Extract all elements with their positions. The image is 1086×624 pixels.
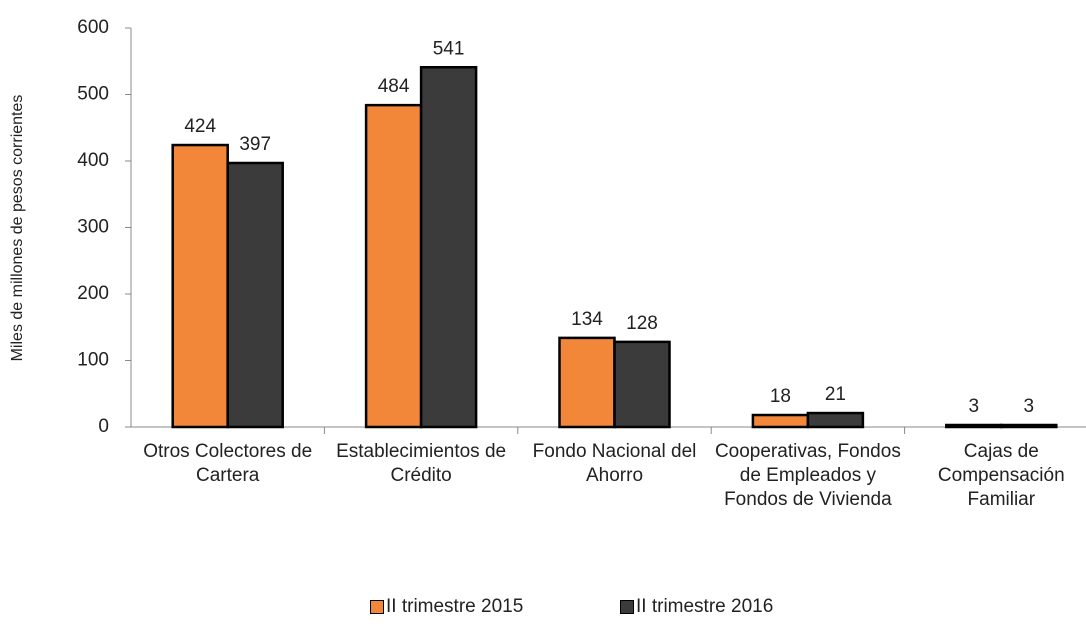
bar (226, 161, 284, 429)
bar (419, 65, 478, 429)
data-label: 397 (239, 134, 271, 155)
legend-item: II trimestre 2015 (370, 596, 523, 618)
y-tick-label: 0 (98, 416, 109, 437)
data-label: 424 (184, 116, 216, 137)
bar (1000, 423, 1058, 429)
bar (171, 143, 229, 429)
data-label: 128 (626, 313, 658, 334)
data-label: 484 (378, 76, 410, 97)
legend-swatch (370, 600, 384, 614)
y-tick-label: 300 (77, 217, 109, 238)
y-tick-label: 500 (77, 84, 109, 105)
bar (945, 423, 1003, 429)
bar (806, 411, 865, 429)
bar (751, 413, 810, 429)
x-tick-label: Cooperativas, Fondos de Empleados y Fond… (714, 441, 901, 510)
data-label: 21 (825, 384, 846, 405)
y-tick-label: 600 (77, 17, 109, 38)
y-tick-label: 400 (77, 150, 109, 171)
bar (364, 103, 423, 429)
x-tick-label: Otros Colectores de Cartera (143, 441, 313, 486)
x-tick-label: Fondo Nacional del Ahorro (532, 441, 697, 486)
y-tick-label: 200 (77, 283, 109, 304)
x-tick-label: Cajas de Compensación Familiar (937, 441, 1065, 510)
bar (613, 340, 671, 429)
data-label: 18 (770, 386, 791, 407)
legend-label: II trimestre 2015 (386, 596, 524, 617)
y-tick-label: 100 (77, 350, 109, 371)
legend-item: II trimestre 2016 (620, 596, 773, 618)
data-label: 3 (969, 396, 980, 417)
data-label: 134 (571, 309, 603, 330)
data-label: 541 (433, 38, 465, 59)
y-axis-label: Miles de millones de pesos corrientes (9, 95, 26, 362)
x-tick-label: Establecimientos de Crédito (336, 441, 507, 486)
legend-swatch (620, 600, 634, 614)
legend-label: II trimestre 2016 (636, 596, 774, 617)
bar (558, 336, 616, 429)
data-label: 3 (1024, 396, 1035, 417)
